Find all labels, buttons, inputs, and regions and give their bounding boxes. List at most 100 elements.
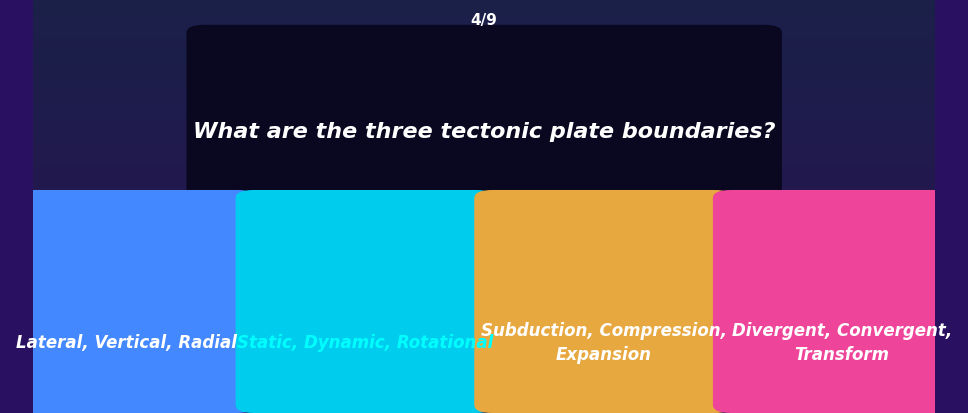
Bar bbox=[33, 124, 935, 128]
Bar bbox=[33, 120, 935, 124]
Bar bbox=[33, 376, 935, 380]
Bar bbox=[33, 380, 935, 384]
Bar bbox=[33, 326, 935, 330]
Bar bbox=[33, 368, 935, 372]
Bar bbox=[33, 231, 935, 235]
Bar bbox=[33, 190, 935, 194]
Bar bbox=[33, 178, 935, 182]
Bar bbox=[33, 29, 935, 33]
Bar bbox=[33, 351, 935, 355]
Bar bbox=[33, 87, 935, 91]
Bar bbox=[33, 198, 935, 202]
Bar bbox=[33, 41, 935, 45]
Bar bbox=[33, 186, 935, 190]
Bar bbox=[33, 223, 935, 227]
FancyBboxPatch shape bbox=[712, 190, 968, 413]
Bar bbox=[33, 8, 935, 12]
Bar bbox=[33, 301, 935, 306]
Bar bbox=[33, 252, 935, 256]
Bar bbox=[33, 50, 935, 54]
Bar bbox=[33, 103, 935, 107]
Bar bbox=[33, 293, 935, 297]
Bar bbox=[33, 165, 935, 169]
Bar bbox=[33, 281, 935, 285]
Bar bbox=[33, 264, 935, 268]
Text: Lateral, Vertical, Radial: Lateral, Vertical, Radial bbox=[15, 334, 237, 352]
Bar bbox=[33, 206, 935, 211]
Bar bbox=[33, 215, 935, 219]
Bar bbox=[33, 0, 935, 4]
Bar bbox=[33, 335, 935, 339]
Bar bbox=[33, 45, 935, 50]
Bar bbox=[33, 78, 935, 83]
Bar bbox=[33, 83, 935, 87]
Bar bbox=[33, 401, 935, 405]
Bar bbox=[33, 330, 935, 335]
Bar bbox=[33, 310, 935, 314]
Bar bbox=[33, 392, 935, 396]
FancyBboxPatch shape bbox=[0, 190, 256, 413]
Bar bbox=[33, 285, 935, 289]
Bar bbox=[33, 169, 935, 173]
Bar bbox=[33, 372, 935, 376]
Bar bbox=[33, 235, 935, 240]
FancyBboxPatch shape bbox=[474, 190, 733, 413]
Bar bbox=[33, 396, 935, 401]
Bar bbox=[33, 343, 935, 347]
Bar bbox=[33, 219, 935, 223]
Bar bbox=[33, 145, 935, 149]
Bar bbox=[33, 211, 935, 215]
Bar bbox=[33, 268, 935, 273]
Bar bbox=[33, 58, 935, 62]
Bar bbox=[33, 157, 935, 161]
Bar bbox=[33, 149, 935, 153]
Bar bbox=[33, 314, 935, 318]
Bar bbox=[33, 227, 935, 231]
Bar bbox=[33, 277, 935, 281]
Bar bbox=[33, 12, 935, 17]
Bar bbox=[33, 161, 935, 165]
Bar bbox=[33, 322, 935, 326]
Bar bbox=[33, 21, 935, 25]
Bar bbox=[33, 173, 935, 178]
Bar bbox=[33, 256, 935, 260]
Bar bbox=[33, 128, 935, 132]
Text: Static, Dynamic, Rotational: Static, Dynamic, Rotational bbox=[236, 334, 493, 352]
Text: 4/9: 4/9 bbox=[470, 13, 498, 28]
Bar bbox=[33, 347, 935, 351]
Bar bbox=[33, 202, 935, 206]
Bar bbox=[33, 339, 935, 343]
Bar bbox=[33, 409, 935, 413]
Bar bbox=[33, 132, 935, 136]
Bar bbox=[33, 318, 935, 322]
Bar bbox=[33, 91, 935, 95]
Bar bbox=[33, 140, 935, 145]
Bar bbox=[33, 194, 935, 198]
Bar bbox=[33, 388, 935, 392]
Bar bbox=[33, 363, 935, 368]
Bar bbox=[33, 37, 935, 41]
Bar bbox=[33, 273, 935, 277]
Bar bbox=[33, 107, 935, 112]
Bar bbox=[33, 244, 935, 248]
Text: Subduction, Compression,
Expansion: Subduction, Compression, Expansion bbox=[480, 322, 727, 363]
FancyBboxPatch shape bbox=[187, 25, 782, 198]
Bar bbox=[33, 33, 935, 37]
Bar bbox=[33, 99, 935, 103]
Bar bbox=[33, 405, 935, 409]
Bar bbox=[33, 359, 935, 363]
Bar bbox=[33, 74, 935, 78]
Bar bbox=[33, 54, 935, 58]
Bar bbox=[33, 355, 935, 359]
Bar bbox=[33, 70, 935, 74]
Bar bbox=[33, 95, 935, 99]
Bar bbox=[33, 153, 935, 157]
Bar bbox=[33, 248, 935, 252]
Text: Divergent, Convergent,
Transform: Divergent, Convergent, Transform bbox=[732, 322, 953, 363]
Bar bbox=[33, 240, 935, 244]
Bar bbox=[33, 62, 935, 66]
Bar bbox=[33, 384, 935, 388]
Bar bbox=[33, 17, 935, 21]
Bar bbox=[33, 297, 935, 301]
Bar bbox=[33, 25, 935, 29]
